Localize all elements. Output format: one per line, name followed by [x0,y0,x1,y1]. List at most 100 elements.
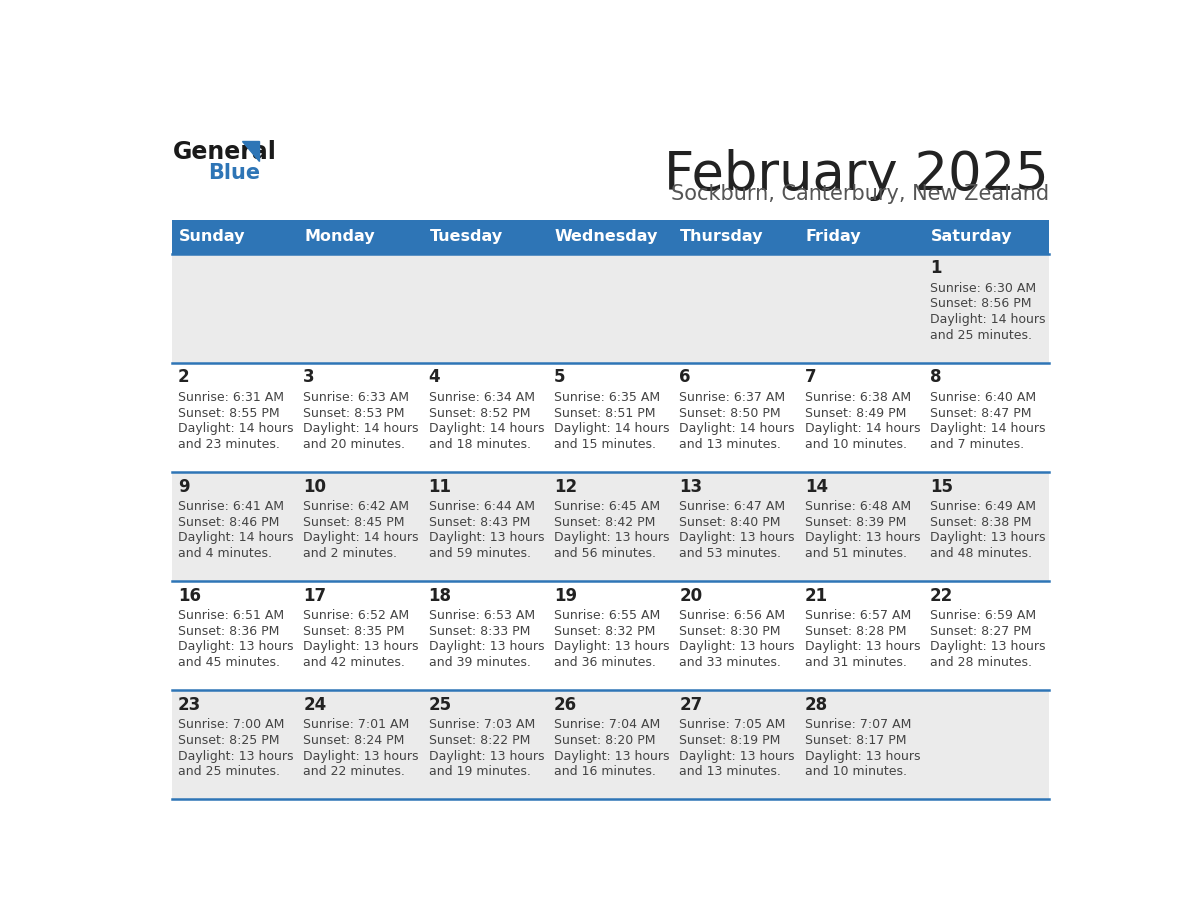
Text: 11: 11 [429,477,451,496]
Text: 10: 10 [303,477,327,496]
Text: Daylight: 13 hours: Daylight: 13 hours [429,641,544,654]
Text: Daylight: 13 hours: Daylight: 13 hours [804,641,921,654]
Text: Daylight: 13 hours: Daylight: 13 hours [303,641,419,654]
Text: and 23 minutes.: and 23 minutes. [178,438,280,451]
Text: and 20 minutes.: and 20 minutes. [303,438,405,451]
Text: 12: 12 [554,477,577,496]
Text: Sunrise: 7:04 AM: Sunrise: 7:04 AM [554,719,661,732]
Text: 23: 23 [178,696,201,714]
Text: Sunrise: 6:41 AM: Sunrise: 6:41 AM [178,500,284,513]
Text: Sunrise: 6:42 AM: Sunrise: 6:42 AM [303,500,410,513]
Text: Daylight: 13 hours: Daylight: 13 hours [680,532,795,544]
Text: Sunrise: 7:03 AM: Sunrise: 7:03 AM [429,719,535,732]
Text: Sunrise: 6:34 AM: Sunrise: 6:34 AM [429,391,535,404]
Text: Friday: Friday [805,230,861,244]
Text: 7: 7 [804,368,816,386]
Text: Sunrise: 7:01 AM: Sunrise: 7:01 AM [303,719,410,732]
Polygon shape [242,141,259,161]
Text: Daylight: 13 hours: Daylight: 13 hours [680,750,795,763]
Text: 14: 14 [804,477,828,496]
Text: Daylight: 14 hours: Daylight: 14 hours [554,422,670,435]
Text: Sunset: 8:17 PM: Sunset: 8:17 PM [804,734,906,747]
Text: February 2025: February 2025 [664,149,1049,201]
Text: Sunrise: 7:07 AM: Sunrise: 7:07 AM [804,719,911,732]
Text: Daylight: 13 hours: Daylight: 13 hours [804,532,921,544]
Text: and 39 minutes.: and 39 minutes. [429,656,531,669]
Text: Sunrise: 6:31 AM: Sunrise: 6:31 AM [178,391,284,404]
Text: Sunrise: 7:05 AM: Sunrise: 7:05 AM [680,719,785,732]
Text: Tuesday: Tuesday [430,230,503,244]
Text: Sunset: 8:50 PM: Sunset: 8:50 PM [680,407,781,420]
Bar [171,253,1049,363]
Bar [171,581,1049,690]
Text: and 31 minutes.: and 31 minutes. [804,656,906,669]
Text: and 18 minutes.: and 18 minutes. [429,438,531,451]
Text: Sunrise: 6:44 AM: Sunrise: 6:44 AM [429,500,535,513]
Text: Sunset: 8:20 PM: Sunset: 8:20 PM [554,734,656,747]
Text: Daylight: 13 hours: Daylight: 13 hours [303,750,419,763]
Text: 18: 18 [429,587,451,605]
Text: 25: 25 [429,696,451,714]
Text: Daylight: 14 hours: Daylight: 14 hours [429,422,544,435]
Text: 4: 4 [429,368,441,386]
Text: and 13 minutes.: and 13 minutes. [680,765,782,778]
Text: and 10 minutes.: and 10 minutes. [804,765,906,778]
Text: Sunrise: 6:57 AM: Sunrise: 6:57 AM [804,610,911,622]
Text: 24: 24 [303,696,327,714]
Text: and 59 minutes.: and 59 minutes. [429,547,531,560]
Text: Sunset: 8:38 PM: Sunset: 8:38 PM [930,516,1031,529]
Text: 17: 17 [303,587,327,605]
Text: and 33 minutes.: and 33 minutes. [680,656,782,669]
Text: and 4 minutes.: and 4 minutes. [178,547,272,560]
Text: and 48 minutes.: and 48 minutes. [930,547,1032,560]
Text: Daylight: 14 hours: Daylight: 14 hours [680,422,795,435]
Bar [171,363,1049,472]
Text: Daylight: 13 hours: Daylight: 13 hours [804,750,921,763]
Text: and 51 minutes.: and 51 minutes. [804,547,906,560]
Text: Sunrise: 6:51 AM: Sunrise: 6:51 AM [178,610,284,622]
Text: Monday: Monday [304,230,375,244]
Text: Sunrise: 6:59 AM: Sunrise: 6:59 AM [930,610,1036,622]
Text: Daylight: 13 hours: Daylight: 13 hours [554,641,670,654]
Text: Wednesday: Wednesday [555,230,658,244]
Text: Sunset: 8:40 PM: Sunset: 8:40 PM [680,516,781,529]
Text: and 7 minutes.: and 7 minutes. [930,438,1024,451]
Text: Sunrise: 6:53 AM: Sunrise: 6:53 AM [429,610,535,622]
Text: Sunset: 8:25 PM: Sunset: 8:25 PM [178,734,279,747]
Text: Sunrise: 6:35 AM: Sunrise: 6:35 AM [554,391,661,404]
Text: and 42 minutes.: and 42 minutes. [303,656,405,669]
Text: Sunset: 8:47 PM: Sunset: 8:47 PM [930,407,1031,420]
Text: 16: 16 [178,587,201,605]
Text: Sunrise: 6:40 AM: Sunrise: 6:40 AM [930,391,1036,404]
Bar [171,219,1049,253]
Text: Daylight: 13 hours: Daylight: 13 hours [680,641,795,654]
Text: and 10 minutes.: and 10 minutes. [804,438,906,451]
Text: and 53 minutes.: and 53 minutes. [680,547,782,560]
Text: Daylight: 13 hours: Daylight: 13 hours [429,750,544,763]
Text: Daylight: 14 hours: Daylight: 14 hours [930,422,1045,435]
Text: and 2 minutes.: and 2 minutes. [303,547,397,560]
Text: Sunset: 8:35 PM: Sunset: 8:35 PM [303,625,405,638]
Text: 26: 26 [554,696,577,714]
Text: Sunrise: 6:55 AM: Sunrise: 6:55 AM [554,610,661,622]
Text: Daylight: 13 hours: Daylight: 13 hours [554,750,670,763]
Text: and 22 minutes.: and 22 minutes. [303,765,405,778]
Text: Sunrise: 6:45 AM: Sunrise: 6:45 AM [554,500,661,513]
Text: Daylight: 13 hours: Daylight: 13 hours [429,532,544,544]
Text: Sunrise: 6:48 AM: Sunrise: 6:48 AM [804,500,911,513]
Text: Sunday: Sunday [179,230,246,244]
Text: Sunrise: 6:30 AM: Sunrise: 6:30 AM [930,282,1036,295]
Text: Daylight: 13 hours: Daylight: 13 hours [554,532,670,544]
Text: Sunrise: 6:33 AM: Sunrise: 6:33 AM [303,391,410,404]
Text: 15: 15 [930,477,953,496]
Text: Daylight: 14 hours: Daylight: 14 hours [178,532,293,544]
Text: 3: 3 [303,368,315,386]
Text: 20: 20 [680,587,702,605]
Text: Sunset: 8:28 PM: Sunset: 8:28 PM [804,625,906,638]
Text: Daylight: 14 hours: Daylight: 14 hours [303,532,419,544]
Text: Sunrise: 7:00 AM: Sunrise: 7:00 AM [178,719,284,732]
Text: and 36 minutes.: and 36 minutes. [554,656,656,669]
Text: and 45 minutes.: and 45 minutes. [178,656,280,669]
Text: Sunset: 8:32 PM: Sunset: 8:32 PM [554,625,656,638]
Text: Daylight: 14 hours: Daylight: 14 hours [303,422,419,435]
